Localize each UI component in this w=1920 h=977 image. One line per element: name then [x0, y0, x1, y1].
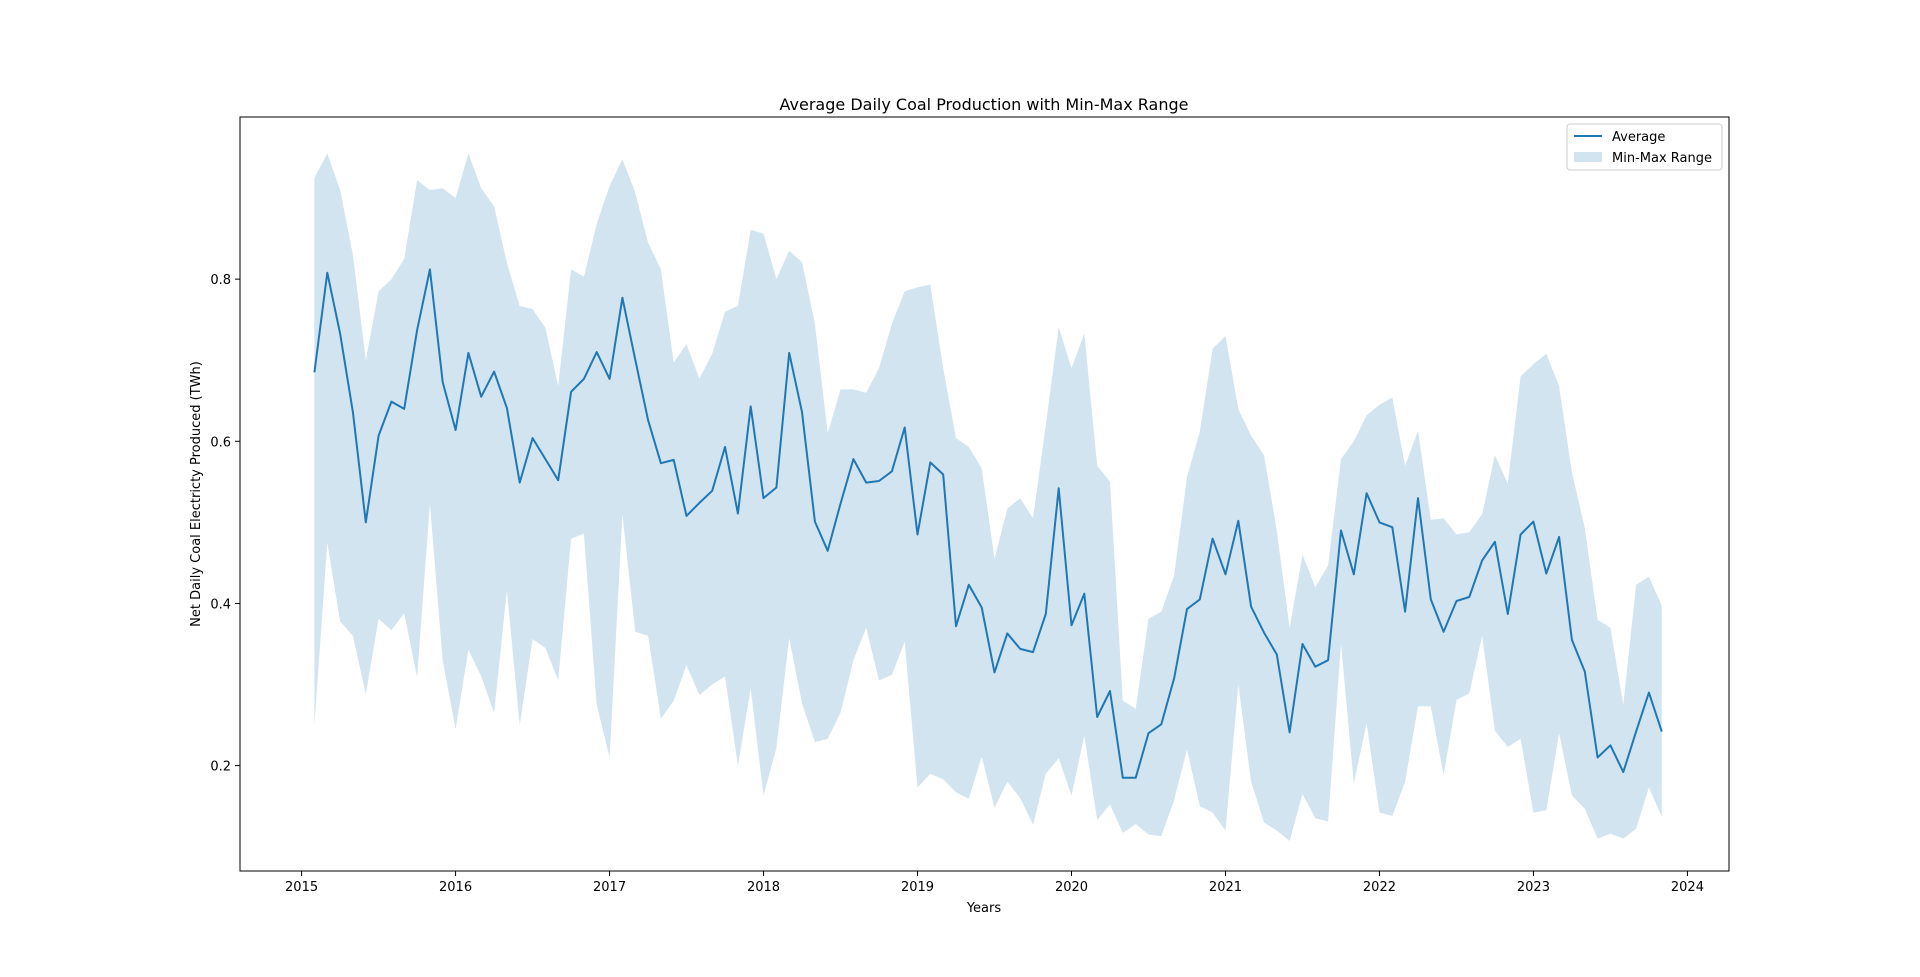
x-tick-label: 2024 [1671, 880, 1704, 895]
x-tick-label: 2023 [1517, 880, 1550, 895]
x-tick-label: 2021 [1209, 880, 1242, 895]
y-axis: 0.2 0.4 0.6 0.8 [210, 273, 240, 775]
x-tick-label: 2020 [1055, 880, 1088, 895]
x-tick-label: 2022 [1363, 880, 1396, 895]
range-band-layer [314, 153, 1662, 841]
x-axis-label: Years [966, 901, 1002, 916]
x-tick-label: 2016 [439, 880, 472, 895]
average-line [313, 268, 1663, 779]
x-tick-label: 2018 [747, 880, 780, 895]
y-axis-label: Net Daily Coal Electricty Produced (TWh) [189, 361, 204, 627]
plot-frame [239, 116, 1730, 872]
y-tick-label: 0.8 [210, 273, 231, 288]
chart-title: Average Daily Coal Production with Min-M… [780, 95, 1189, 114]
y-tick-label: 0.2 [210, 760, 231, 775]
x-tick-label: 2015 [285, 880, 318, 895]
average-line-layer [313, 268, 1663, 779]
legend-box [1566, 123, 1723, 171]
legend-label-average: Average [1612, 130, 1665, 145]
x-tick-label: 2017 [593, 880, 626, 895]
x-axis: 2015 2016 2017 2018 2019 2020 2021 2022 2023 2024 [285, 871, 1704, 895]
x-tick-label: 2019 [901, 880, 934, 895]
y-tick-label: 0.6 [210, 435, 231, 450]
legend-label-range: Min-Max Range [1612, 151, 1712, 166]
legend-band-swatch [1574, 152, 1602, 162]
y-tick-label: 0.4 [210, 597, 231, 612]
legend: Average Min-Max Range [1566, 123, 1723, 171]
min-max-range-band [314, 153, 1662, 841]
